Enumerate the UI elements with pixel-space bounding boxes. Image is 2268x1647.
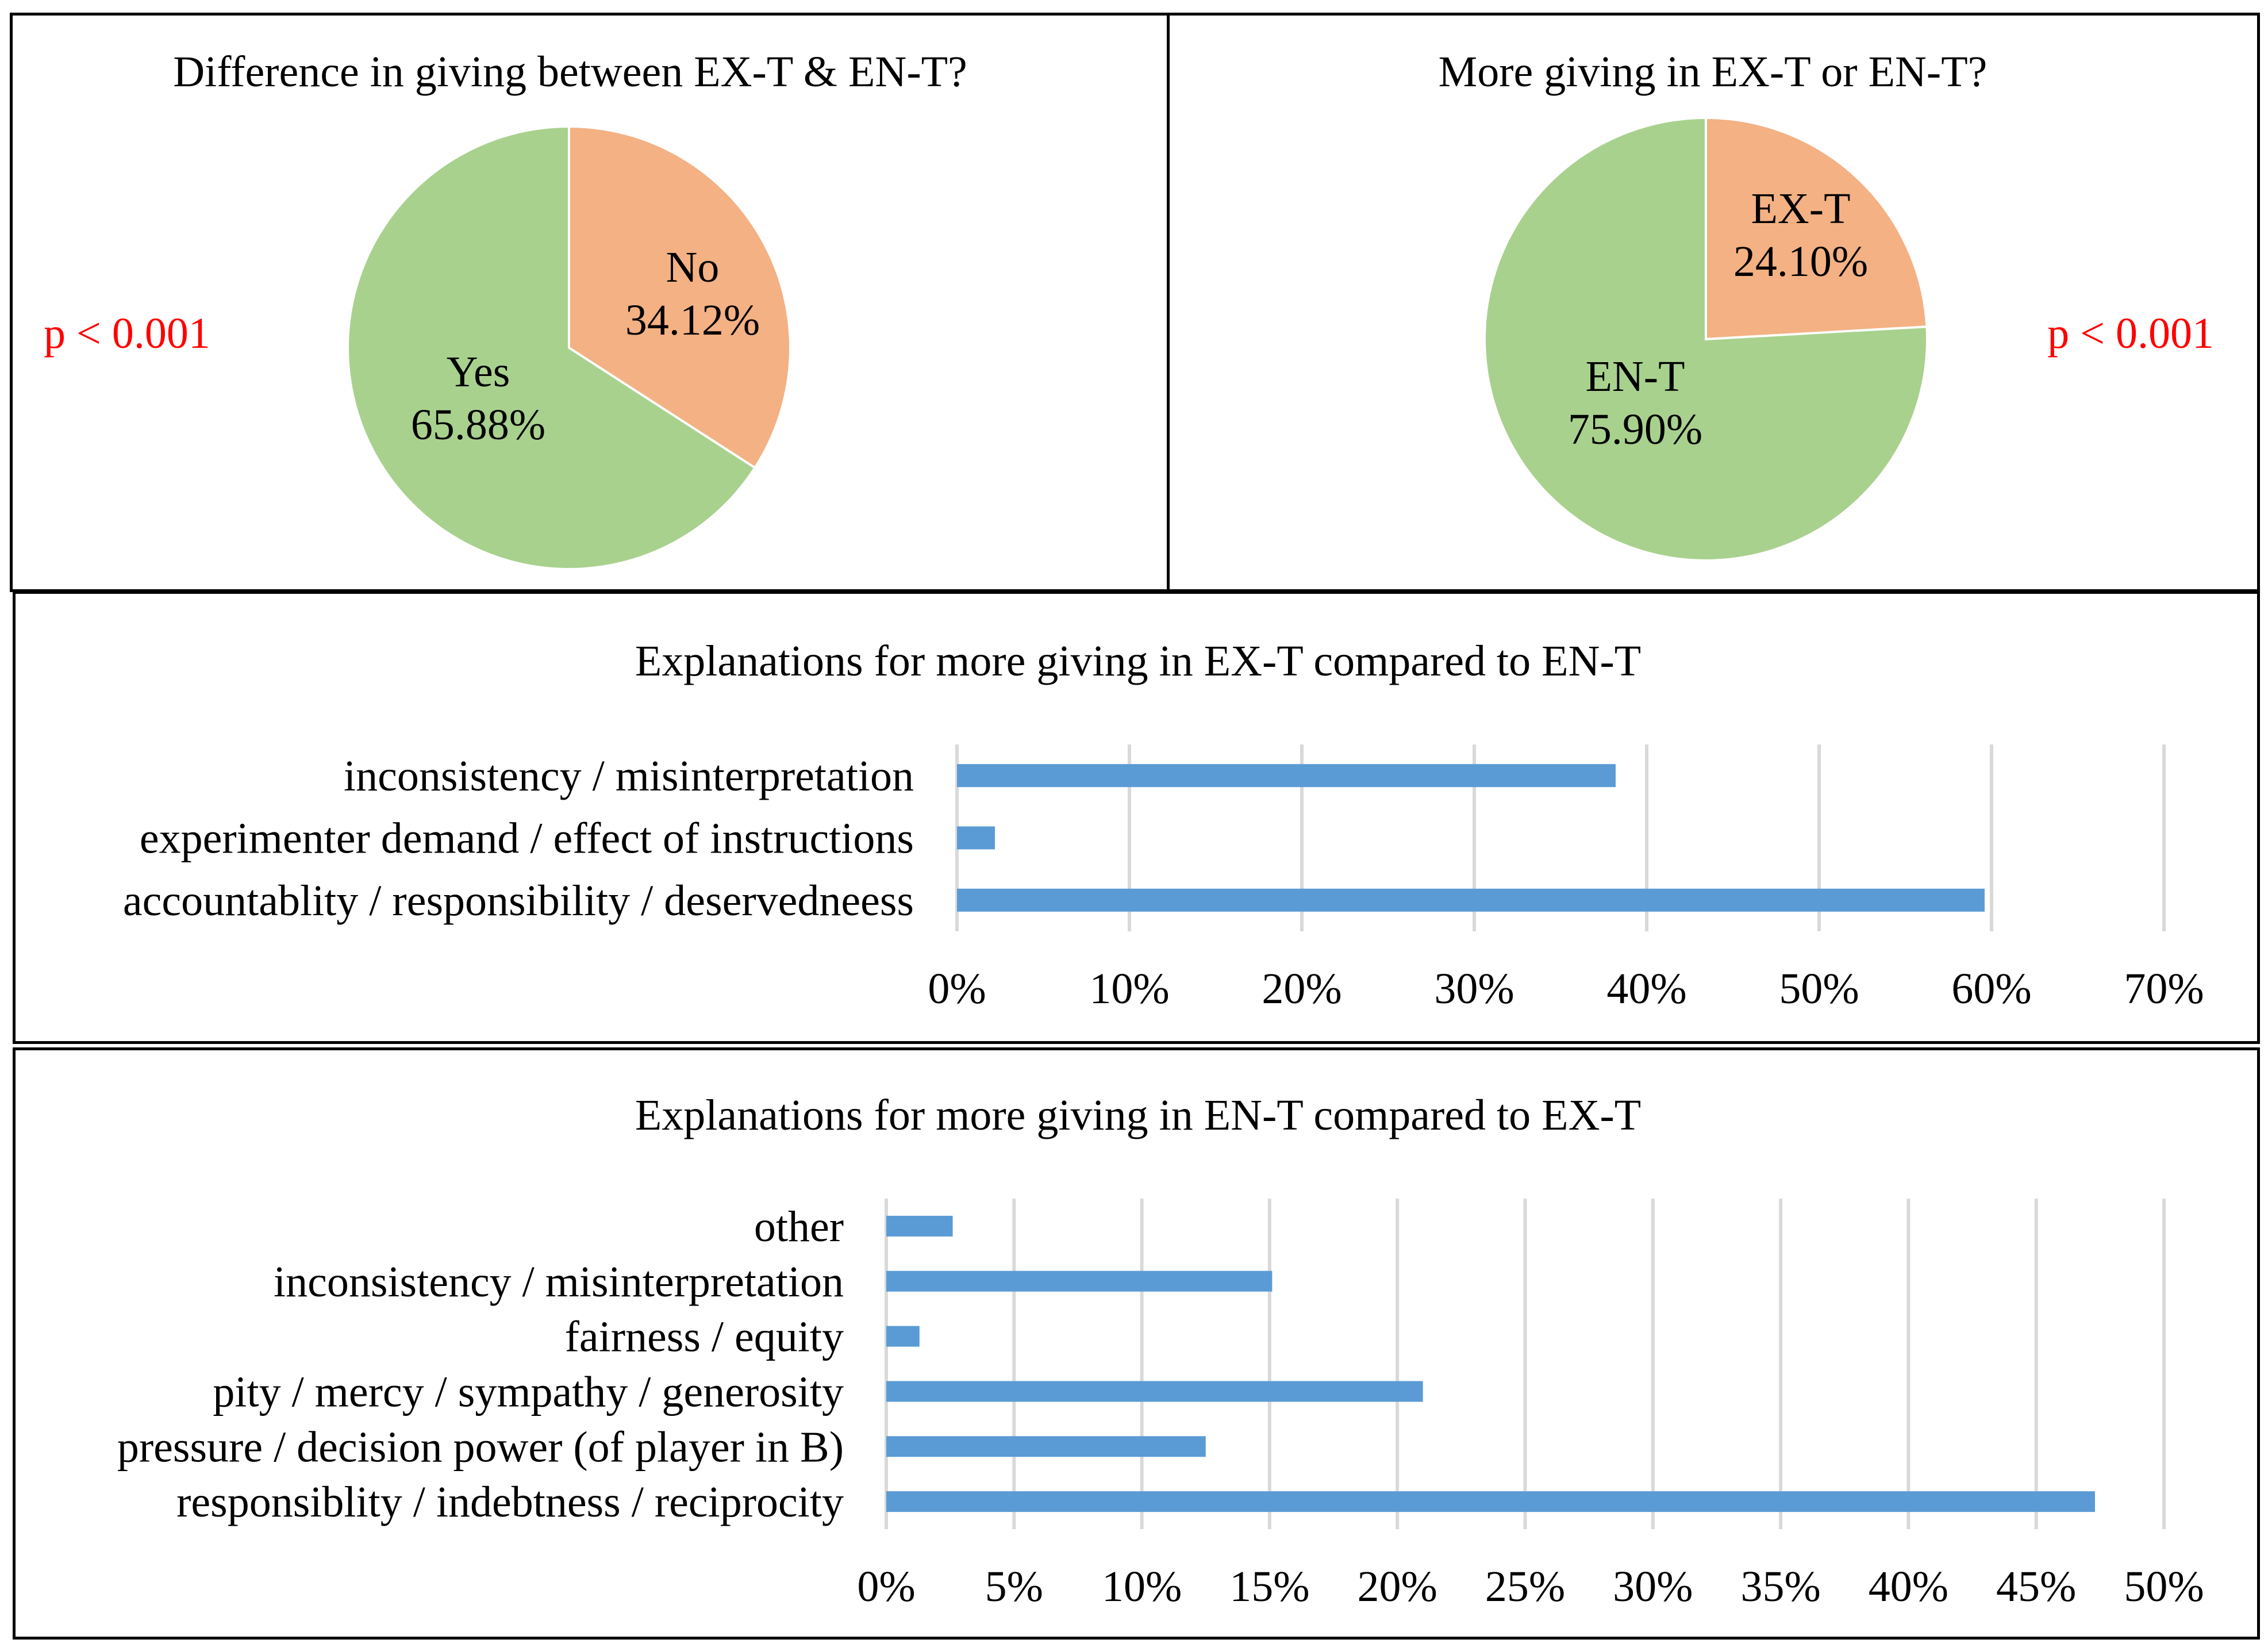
bar1-tick-label: 10% — [1089, 965, 1169, 1013]
bar2-tick-label: 50% — [2124, 1562, 2204, 1611]
pie2-slice-ent-value: 75.90% — [1568, 405, 1702, 454]
bar1-tick-label: 70% — [2124, 965, 2204, 1013]
pie1-slice-yes — [347, 125, 757, 570]
bar2-tick-label: 15% — [1229, 1562, 1309, 1611]
bar2-bar — [886, 1270, 1273, 1292]
bar-chart-ext: Explanations for more giving in EX-T com… — [123, 637, 2204, 1013]
pie1-title: Difference in giving between EX-T & EN-T… — [173, 48, 967, 96]
bar2-bar — [886, 1326, 920, 1347]
bar1-tick-label: 60% — [1951, 965, 2031, 1013]
bar2-tick-label: 0% — [857, 1562, 915, 1611]
bar2-tick-label: 45% — [1996, 1562, 2076, 1611]
bar1-tick-label: 40% — [1606, 965, 1686, 1013]
pie2-title: More giving in EX-T or EN-T? — [1439, 48, 1988, 96]
pie2-slice-en-t — [1483, 116, 1928, 562]
bar1-category-label: experimenter demand / effect of instruct… — [140, 815, 914, 863]
pie2-slice-ent-label: EN-T — [1585, 352, 1685, 401]
pie-chart-more-giving: More giving in EX-T or EN-T? p < 0.001 E… — [1439, 48, 2214, 562]
bar2-category-label: fairness / equity — [565, 1313, 844, 1361]
pie2-slice-ext-value: 24.10% — [1733, 237, 1868, 286]
bar1-bar — [957, 764, 1616, 788]
bar2-tick-label: 30% — [1613, 1562, 1693, 1611]
bar1-bar — [957, 826, 995, 850]
bar1-tick-label: 0% — [928, 965, 986, 1013]
panel-bar-ent — [13, 1047, 2260, 1640]
panel-bar-ext — [13, 591, 2260, 1044]
bar2-bar — [886, 1215, 953, 1237]
bar2-category-label: other — [754, 1203, 844, 1251]
bar1-bar — [957, 888, 1985, 912]
bar2-tick-label: 20% — [1358, 1562, 1437, 1611]
pie1-slice-no-value: 34.12% — [625, 296, 760, 344]
pie2-slice-ext-label: EX-T — [1751, 185, 1850, 233]
bar2-title: Explanations for more giving in EN-T com… — [635, 1091, 1641, 1139]
bar2-category-label: responsiblity / indebtness / reciprocity — [176, 1478, 844, 1526]
bar1-tick-label: 50% — [1779, 965, 1859, 1013]
bar-chart-ent: Explanations for more giving in EN-T com… — [117, 1091, 2204, 1611]
bar1-title: Explanations for more giving in EX-T com… — [635, 637, 1641, 685]
panel-pie-more-giving — [1167, 13, 2260, 592]
bar1-category-label: inconsistency / misinterpretation — [344, 752, 914, 800]
pie1-slice-yes-label: Yes — [447, 348, 510, 396]
pie1-p-value: p < 0.001 — [44, 309, 210, 358]
bar1-category-label: accountablity / responsibility / deserve… — [123, 877, 914, 925]
bar2-tick-label: 25% — [1485, 1562, 1565, 1611]
bar1-tick-label: 30% — [1434, 965, 1514, 1013]
bar2-category-label: pity / mercy / sympathy / generosity — [213, 1368, 844, 1416]
bar2-tick-label: 35% — [1740, 1562, 1820, 1611]
pie2-p-value: p < 0.001 — [2047, 309, 2214, 358]
bar2-tick-label: 5% — [985, 1562, 1043, 1611]
bar2-bar — [886, 1436, 1206, 1457]
pie1-slice-no-label: No — [666, 243, 720, 291]
bar1-tick-label: 20% — [1262, 965, 1341, 1013]
bar2-bar — [886, 1491, 2095, 1512]
pie-chart-difference: Difference in giving between EX-T & EN-T… — [44, 48, 967, 570]
bar2-category-label: inconsistency / misinterpretation — [274, 1258, 844, 1306]
bar2-bar — [886, 1381, 1423, 1402]
bar2-tick-label: 40% — [1869, 1562, 1948, 1611]
bar2-tick-label: 10% — [1102, 1562, 1182, 1611]
pie1-slice-yes-value: 65.88% — [411, 401, 545, 449]
bar2-category-label: pressure / decision power (of player in … — [117, 1423, 844, 1471]
pie2-slice-ex-t — [1705, 116, 1928, 341]
